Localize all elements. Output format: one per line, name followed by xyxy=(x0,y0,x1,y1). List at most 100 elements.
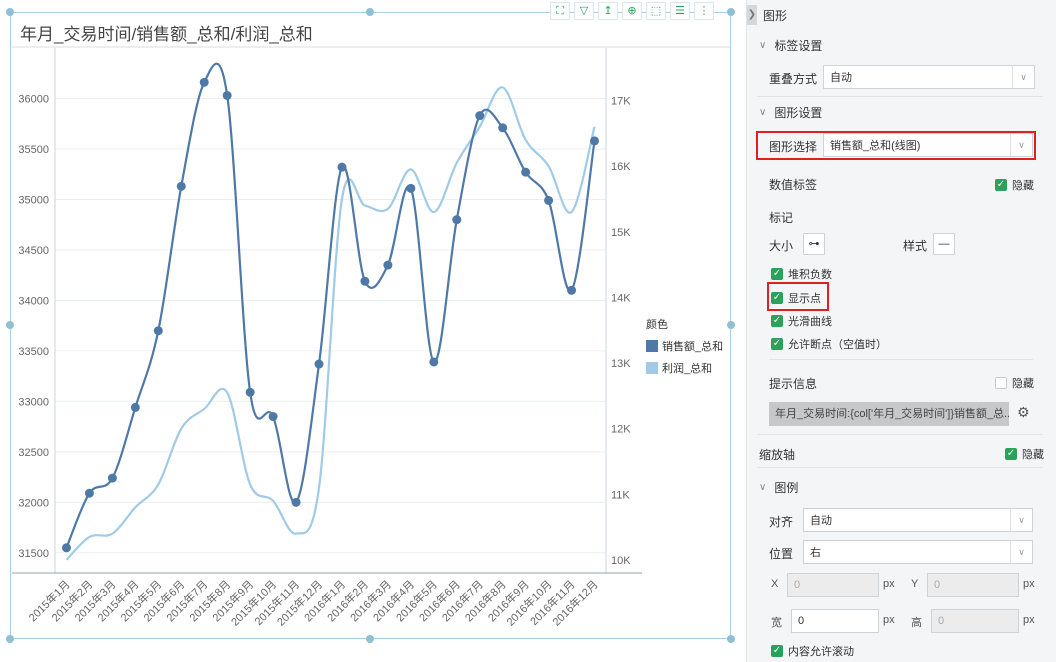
width-input[interactable]: 0 xyxy=(791,609,879,633)
list-icon[interactable]: ☰ xyxy=(670,2,690,20)
smooth-curve-option[interactable]: ✓ 光滑曲线 xyxy=(771,313,832,329)
divider xyxy=(757,467,1043,468)
size-slider-icon[interactable]: ⊶ xyxy=(803,233,825,255)
data-point-sales xyxy=(452,215,462,225)
data-point-sales xyxy=(314,359,324,369)
gear-icon[interactable]: ⚙ xyxy=(1017,404,1030,420)
section-legend[interactable]: ∨ 图例 xyxy=(759,477,798,497)
height-unit: px xyxy=(1023,614,1035,626)
y-input[interactable]: 0 xyxy=(927,573,1019,597)
zoom-axis-hide[interactable]: ✓ 隐藏 xyxy=(1005,446,1044,462)
legend-item-profit[interactable]: 利润_总和 xyxy=(646,360,723,376)
collapse-panel-icon[interactable]: ❯ xyxy=(747,5,757,25)
resize-handle-bl[interactable] xyxy=(6,635,14,643)
panel-header: ❯ 图形 xyxy=(747,4,787,26)
filter-icon[interactable]: ▽ xyxy=(574,2,594,20)
overlap-select[interactable]: 自动 ∨ xyxy=(823,65,1035,89)
zoom-axis-hide-text: 隐藏 xyxy=(1022,449,1044,461)
tip-hide-option[interactable]: 隐藏 xyxy=(995,375,1034,391)
show-points-option[interactable]: ✓ 显示点 xyxy=(771,290,821,306)
value-label-title: 数值标签 xyxy=(769,178,818,192)
size-label: 大小 xyxy=(769,239,794,253)
checkbox-checked-icon[interactable]: ✓ xyxy=(771,315,783,327)
section-graph-settings[interactable]: ∨ 图形设置 xyxy=(759,102,822,122)
data-point-sales xyxy=(130,402,140,412)
y-right-tick-label: 10K xyxy=(611,555,631,567)
y-label: Y xyxy=(911,578,919,590)
checkbox-checked-icon[interactable]: ✓ xyxy=(771,292,783,304)
resize-handle-ml[interactable] xyxy=(6,321,14,329)
graph-select[interactable]: 销售额_总和(线图) ∨ xyxy=(823,133,1033,157)
tip-template-field[interactable]: 年月_交易时间:{col['年月_交易时间']}销售额_总... xyxy=(769,402,1009,426)
data-point-sales xyxy=(521,167,531,177)
checkbox-checked-icon[interactable]: ✓ xyxy=(995,179,1007,191)
checkbox-unchecked-icon[interactable] xyxy=(995,377,1007,389)
resize-handle-br[interactable] xyxy=(727,635,735,643)
position-select[interactable]: 右 ∨ xyxy=(803,540,1033,564)
resize-handle-tm[interactable] xyxy=(366,8,374,16)
scroll-option[interactable]: ✓ 内容允许滚动 xyxy=(771,643,854,659)
resize-handle-bm[interactable] xyxy=(366,635,374,643)
chevron-down-icon: ∨ xyxy=(759,481,767,493)
width-unit: px xyxy=(883,614,895,626)
data-point-sales xyxy=(360,276,370,286)
zoom-icon[interactable]: ⊕ xyxy=(622,2,642,20)
resize-handle-tr[interactable] xyxy=(727,8,735,16)
position-select-value: 右 xyxy=(810,547,821,559)
height-label: 高 xyxy=(911,617,922,629)
data-point-sales xyxy=(567,285,577,295)
align-select[interactable]: 自动 ∨ xyxy=(803,508,1033,532)
scroll-text: 内容允许滚动 xyxy=(788,646,854,658)
section-label-settings[interactable]: ∨ 标签设置 xyxy=(759,35,822,55)
chevron-down-icon: ∨ xyxy=(1010,509,1032,531)
position-label: 位置 xyxy=(769,547,794,561)
x-input[interactable]: 0 xyxy=(787,573,879,597)
stack-negative-option[interactable]: ✓ 堆积负数 xyxy=(771,266,832,282)
resize-handle-mr[interactable] xyxy=(727,321,735,329)
y-left-tick-label: 31500 xyxy=(18,548,49,560)
data-point-sales xyxy=(406,183,416,193)
overlap-row: 重叠方式 xyxy=(769,70,817,87)
y-left-tick-label: 33000 xyxy=(18,396,49,408)
y-right-tick-label: 15K xyxy=(611,227,631,239)
checkbox-checked-icon[interactable]: ✓ xyxy=(771,268,783,280)
value-label-hide[interactable]: ✓ 隐藏 xyxy=(995,177,1034,193)
chevron-down-icon: ∨ xyxy=(1012,66,1034,88)
y-right-tick-label: 17K xyxy=(611,96,631,108)
line-style-icon[interactable]: — xyxy=(933,233,955,255)
data-point-sales xyxy=(337,162,347,172)
align-select-value: 自动 xyxy=(810,515,832,527)
legend-item-sales[interactable]: 销售额_总和 xyxy=(646,338,723,354)
y-left-tick-label: 35000 xyxy=(18,194,49,206)
overlap-label: 重叠方式 xyxy=(769,72,818,86)
y-left-tick-label: 32500 xyxy=(18,447,49,459)
y-left-tick-label: 32000 xyxy=(18,497,49,509)
data-point-sales xyxy=(429,357,439,367)
panel-title: 图形 xyxy=(763,8,788,23)
divider xyxy=(769,359,1033,360)
expand-icon[interactable]: ⛶ xyxy=(550,2,570,20)
chart-toolbar: ⛶ ▽ ↥ ⊕ ⬚ ☰ ⋮ xyxy=(550,2,714,20)
chevron-down-icon: ∨ xyxy=(759,39,767,51)
data-point-sales xyxy=(61,543,71,553)
data-point-sales xyxy=(153,326,163,336)
smooth-curve-text: 光滑曲线 xyxy=(788,316,832,328)
checkbox-checked-icon[interactable]: ✓ xyxy=(771,338,783,350)
data-point-sales xyxy=(245,387,255,397)
select-icon[interactable]: ⬚ xyxy=(646,2,666,20)
data-point-sales xyxy=(268,412,278,422)
checkbox-checked-icon[interactable]: ✓ xyxy=(771,645,783,657)
width-label: 宽 xyxy=(771,617,782,629)
legend-swatch-profit xyxy=(646,362,658,374)
more-icon[interactable]: ⋮ xyxy=(694,2,714,20)
resize-handle-tl[interactable] xyxy=(6,8,14,16)
drill-icon[interactable]: ↥ xyxy=(598,2,618,20)
data-point-sales xyxy=(544,195,554,205)
x-label: X xyxy=(771,578,779,590)
checkbox-checked-icon[interactable]: ✓ xyxy=(1005,448,1017,460)
height-input[interactable]: 0 xyxy=(931,609,1019,633)
graph-select-value: 销售额_总和(线图) xyxy=(830,140,921,152)
y-left-tick-label: 35500 xyxy=(18,144,49,156)
section-title-legend: 图例 xyxy=(774,480,799,495)
allow-break-option[interactable]: ✓ 允许断点（空值时） xyxy=(771,336,887,352)
